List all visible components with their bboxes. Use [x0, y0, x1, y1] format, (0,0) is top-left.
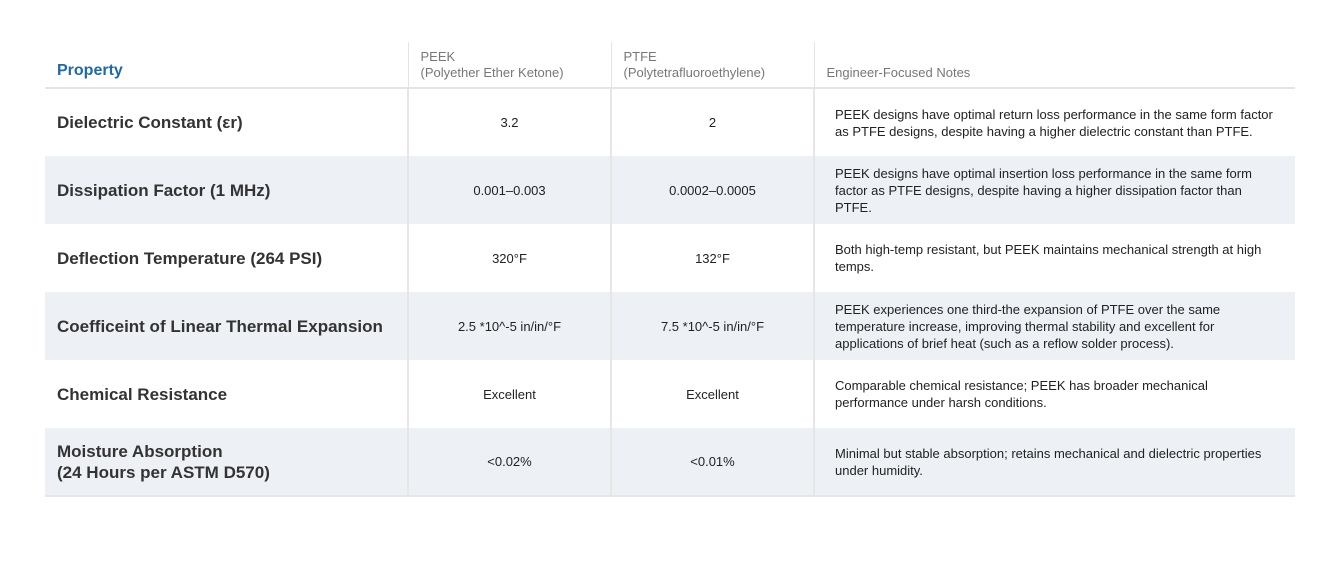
table-row: Deflection Temperature (264 PSI) 320°F 1…: [45, 224, 1295, 292]
table-row: Dissipation Factor (1 MHz) 0.001–0.003 0…: [45, 156, 1295, 224]
peek-value: 3.2: [407, 88, 611, 156]
peek-value: 2.5 *10^-5 in/in/°F: [407, 292, 611, 360]
header-ptfe-full: (Polytetrafluoroethylene): [623, 65, 766, 80]
ptfe-value: 7.5 *10^-5 in/in/°F: [610, 292, 814, 360]
header-ptfe: PTFE (Polytetrafluoroethylene): [610, 42, 814, 89]
notes-cell: PEEK designs have optimal return loss pe…: [813, 88, 1295, 156]
header-peek-full: (Polyether Ether Ketone): [420, 65, 564, 80]
property-cell: Deflection Temperature (264 PSI): [45, 224, 408, 292]
header-ptfe-name: PTFE: [623, 49, 657, 64]
property-name: Dissipation Factor (1 MHz): [57, 180, 271, 200]
comparison-table: Property PEEK (Polyether Ether Ketone) PT…: [45, 42, 1295, 497]
ptfe-value: 132°F: [610, 224, 814, 292]
notes-cell: Comparable chemical resistance; PEEK has…: [813, 360, 1295, 428]
property-name: Moisture Absorption: [57, 441, 223, 461]
notes-cell: Both high-temp resistant, but PEEK maint…: [813, 224, 1295, 292]
property-cell: Dissipation Factor (1 MHz): [45, 156, 408, 224]
peek-value: Excellent: [407, 360, 611, 428]
table-row: Coefficeint of Linear Thermal Expansion …: [45, 292, 1295, 360]
peek-value: <0.02%: [407, 428, 611, 497]
property-cell: Chemical Resistance: [45, 360, 408, 428]
property-name: Deflection Temperature (264 PSI): [57, 248, 323, 268]
notes-cell: Minimal but stable absorption; retains m…: [813, 428, 1295, 497]
property-cell: Coefficeint of Linear Thermal Expansion: [45, 292, 408, 360]
table-row: Dielectric Constant (εr) 3.2 2 PEEK desi…: [45, 88, 1295, 156]
property-name: Chemical Resistance: [57, 384, 228, 404]
header-notes: Engineer-Focused Notes: [813, 42, 1295, 89]
peek-value: 0.001–0.003: [407, 156, 611, 224]
property-cell: Moisture Absorption (24 Hours per ASTM D5…: [45, 428, 408, 497]
ptfe-value: Excellent: [610, 360, 814, 428]
header-row: Property PEEK (Polyether Ether Ketone) PT…: [45, 42, 1295, 89]
notes-cell: PEEK designs have optimal insertion loss…: [813, 156, 1295, 224]
notes-cell: PEEK experiences one third-the expansion…: [813, 292, 1295, 360]
header-peek-name: PEEK: [420, 49, 456, 64]
table-row: Moisture Absorption (24 Hours per ASTM D5…: [45, 428, 1295, 497]
ptfe-value: 2: [610, 88, 814, 156]
peek-value: 320°F: [407, 224, 611, 292]
property-subtitle: (24 Hours per ASTM D570): [57, 462, 270, 482]
property-name: Coefficeint of Linear Thermal Expansion: [57, 316, 383, 336]
property-cell: Dielectric Constant (εr): [45, 88, 408, 156]
property-name: Dielectric Constant (εr): [57, 113, 243, 132]
header-property: Property: [45, 42, 408, 89]
header-peek: PEEK (Polyether Ether Ketone): [407, 42, 611, 89]
ptfe-value: <0.01%: [610, 428, 814, 497]
table-row: Chemical Resistance Excellent Excellent …: [45, 360, 1295, 428]
ptfe-value: 0.0002–0.0005: [610, 156, 814, 224]
